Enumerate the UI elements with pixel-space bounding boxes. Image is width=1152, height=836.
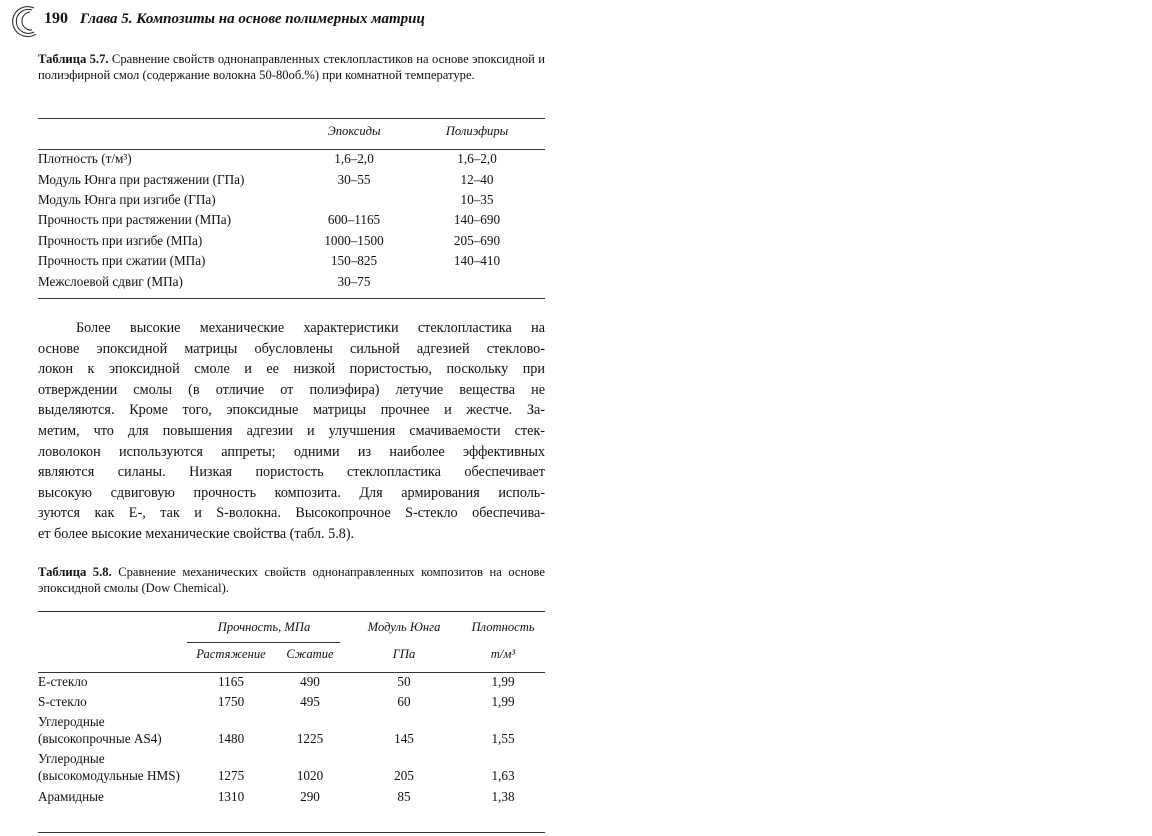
table-rule	[38, 149, 545, 150]
row-label: Межслоевой сдвиг (МПа)	[38, 274, 183, 289]
polyester-value: 140–690	[453, 212, 501, 227]
row-label: Арамидные	[38, 789, 104, 804]
epoxy-value: 1,6–2,0	[334, 151, 374, 166]
table-rule	[38, 832, 545, 833]
compression-value: 1225	[296, 731, 324, 746]
modulus-value: 145	[394, 731, 414, 746]
column-subheader: т/м³	[490, 647, 516, 661]
density-value: 1,99	[491, 694, 515, 709]
paragraph-line: высокую сдвиговую прочность композита. Д…	[38, 484, 545, 501]
polyester-value: 1,6–2,0	[457, 151, 497, 166]
modulus-value: 60	[397, 694, 411, 709]
paragraph-line: Более высокие механические характеристик…	[76, 320, 545, 336]
row-label: Модуль Юнга при изгибе (ГПа)	[38, 192, 216, 207]
row-label: Углеродные	[38, 714, 105, 729]
column-header: Модуль Юнга	[367, 620, 441, 634]
caption-text: Сравнение свойств однонаправленных стекл…	[38, 52, 546, 82]
table-5-8-caption: Таблица 5.8. Сравнение механических свой…	[38, 565, 545, 596]
row-label: Прочность при растяжении (МПа)	[38, 212, 232, 227]
body-paragraph: Более высокие механические характеристик…	[38, 320, 545, 542]
tension-value: 1275	[217, 768, 245, 783]
caption-label: Таблица 5.8.	[38, 565, 112, 579]
row-label: Модуль Юнга при растяжении (ГПа)	[38, 172, 245, 187]
row-label-detail: (высокомодульные HMS)	[38, 768, 180, 783]
publisher-logo-icon	[12, 6, 37, 38]
row-label: Е-стекло	[38, 674, 88, 689]
tension-value: 1310	[217, 789, 245, 804]
paragraph-line: являются силаны. Низкая пористость стекл…	[38, 464, 545, 481]
paragraph-line: выделяются. Кроме того, эпоксидные матри…	[38, 402, 545, 419]
paragraph-line: ловолокон используются аппреты; одними и…	[38, 443, 545, 460]
epoxy-value: 30–55	[337, 172, 371, 187]
polyester-value: 140–410	[453, 253, 501, 268]
column-header: Эпоксиды	[327, 124, 381, 138]
paragraph-line: метим, что для повышения адгезии и улучш…	[38, 423, 545, 439]
row-label: Плотность (т/м³)	[38, 151, 132, 166]
caption-label: Таблица 5.7.	[38, 52, 109, 66]
row-label: Прочность при сжатии (МПа)	[38, 253, 206, 268]
tension-value: 1480	[217, 731, 245, 746]
column-header: Полиэфиры	[445, 124, 509, 138]
epoxy-value: 1000–1500	[324, 233, 384, 248]
page-number: 190	[44, 10, 68, 27]
modulus-value: 50	[397, 674, 411, 689]
column-subheader: Сжатие	[286, 647, 334, 661]
column-header: Прочность, МПа	[217, 620, 311, 634]
paragraph-line: локон к эпоксидной смоле и ее низкой пор…	[38, 361, 545, 378]
row-label: Углеродные	[38, 751, 105, 766]
compression-value: 1020	[296, 768, 324, 783]
density-value: 1,55	[491, 731, 515, 746]
modulus-value: 85	[397, 789, 411, 804]
compression-value: 290	[300, 789, 320, 804]
row-label: Прочность при изгибе (МПа)	[38, 233, 203, 248]
row-label-detail: (высокопрочные AS4)	[38, 731, 162, 746]
polyester-value: 205–690	[453, 233, 501, 248]
paragraph-line: зуются как Е-, так и S-волокна. Высокопр…	[38, 505, 545, 522]
epoxy-value: 30–75	[337, 274, 371, 289]
compression-value: 495	[300, 694, 320, 709]
polyester-value: 10–35	[460, 192, 494, 207]
density-value: 1,99	[491, 674, 515, 689]
table-rule	[38, 118, 545, 119]
compression-value: 490	[300, 674, 320, 689]
table-rule	[38, 611, 545, 612]
table-rule	[187, 642, 340, 643]
paragraph-line: основе эпоксидной матрицы обусловлены си…	[38, 340, 545, 357]
tension-value: 1165	[218, 674, 244, 689]
tension-value: 1750	[217, 694, 245, 709]
epoxy-value: 600–1165	[327, 212, 381, 227]
running-header: 190 Глава 5. Композиты на основе полимерн…	[44, 10, 425, 28]
density-value: 1,38	[491, 789, 515, 804]
paragraph-line: отверждении смолы (в отличие от полиэфир…	[38, 381, 545, 398]
running-title: Глава 5. Композиты на основе полимерных …	[80, 11, 425, 27]
caption-text: Сравнение механических свойств однонапра…	[38, 565, 546, 595]
table-rule	[38, 298, 545, 299]
paragraph-line: ет более высокие механические свойства (…	[38, 526, 355, 542]
modulus-value: 205	[394, 768, 414, 783]
row-label: S-стекло	[38, 694, 87, 709]
column-header: Плотность	[471, 620, 535, 634]
epoxy-value: 150–825	[330, 253, 378, 268]
column-subheader: Растяжение	[196, 647, 266, 661]
polyester-value: 12–40	[460, 172, 494, 187]
table-5-7-caption: Таблица 5.7. Сравнение свойств однонапра…	[38, 52, 545, 83]
table-rule	[38, 672, 545, 673]
density-value: 1,63	[491, 768, 515, 783]
column-subheader: ГПа	[392, 647, 416, 661]
